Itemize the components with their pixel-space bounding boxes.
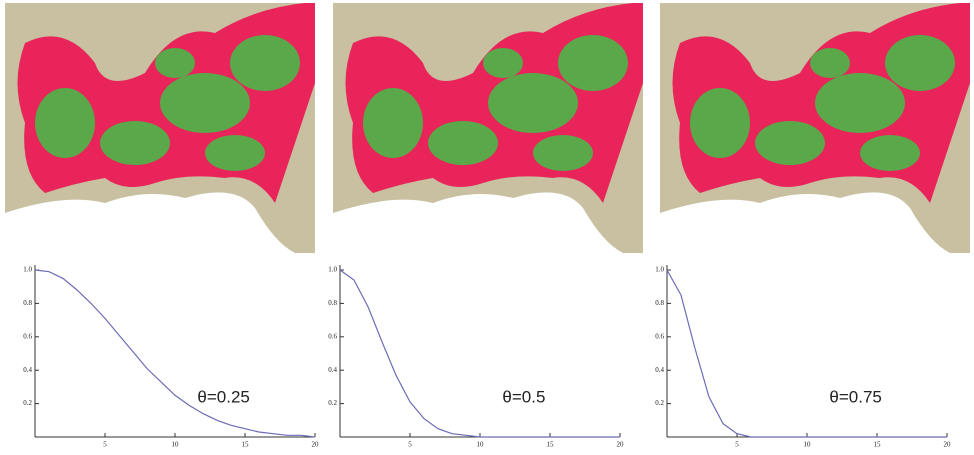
y-tick-label: 1.0 (655, 266, 664, 274)
y-tick-label: 0.4 (655, 366, 664, 374)
y-tick-label: 1.0 (23, 266, 32, 274)
x-tick-label: 10 (477, 441, 485, 449)
x-tick-label: 20 (944, 441, 952, 449)
y-tick-label: 0.8 (655, 299, 664, 307)
x-tick-label: 5 (408, 441, 412, 449)
x-tick-label: 15 (874, 441, 882, 449)
map-panel (660, 3, 970, 253)
x-tick-label: 20 (312, 441, 320, 449)
y-tick-label: 0.6 (23, 332, 32, 340)
y-tick-label: 0.8 (328, 299, 337, 307)
y-tick-label: 1.0 (328, 266, 337, 274)
x-tick-label: 20 (617, 441, 625, 449)
y-tick-label: 0.4 (23, 366, 32, 374)
figure: 5 10 15 20 0.2 0.4 0.6 0.8 1.0 θ=0.25 5 10 15 20 0.2 0.… (0, 0, 974, 455)
map-panel (333, 3, 643, 253)
x-tick-label: 15 (242, 441, 250, 449)
y-tick-label: 0.6 (328, 332, 337, 340)
x-tick-label: 15 (547, 441, 555, 449)
y-tick-label: 0.2 (655, 399, 664, 407)
x-tick-label: 10 (172, 441, 180, 449)
curve (35, 270, 315, 437)
annotation: θ=0.5 (502, 387, 545, 406)
x-tick-label: 5 (735, 441, 739, 449)
y-tick-label: 0.2 (328, 399, 337, 407)
annotation: θ=0.25 (197, 387, 249, 406)
curve (667, 270, 947, 437)
curve (340, 270, 620, 437)
x-tick-label: 5 (103, 441, 107, 449)
map-panel (5, 3, 315, 253)
y-tick-label: 0.8 (23, 299, 32, 307)
annotation: θ=0.75 (829, 387, 881, 406)
x-tick-label: 10 (804, 441, 812, 449)
y-tick-label: 0.4 (328, 366, 337, 374)
y-tick-label: 0.2 (23, 399, 32, 407)
y-tick-label: 0.6 (655, 332, 664, 340)
